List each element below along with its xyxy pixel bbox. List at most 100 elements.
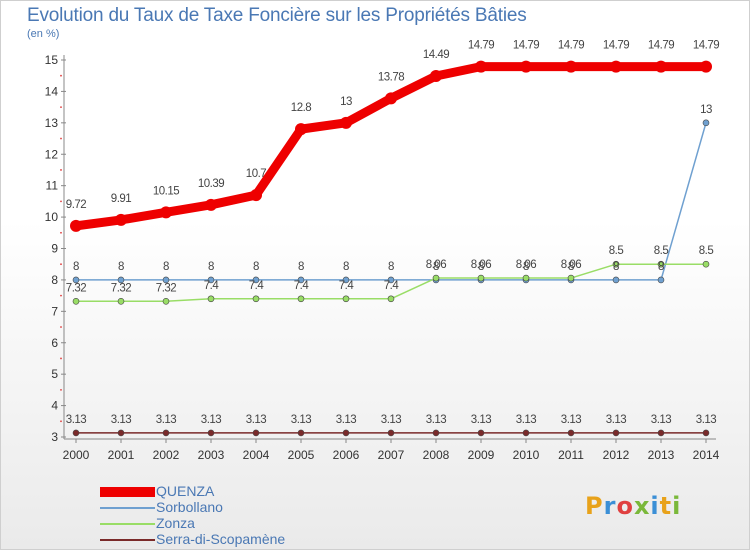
data-label: 8.06 bbox=[561, 259, 581, 271]
data-point bbox=[432, 274, 440, 282]
data-label: 7.32 bbox=[66, 282, 86, 294]
series-line-0 bbox=[71, 62, 711, 231]
chart-title: Evolution du Taux de Taxe Foncière sur l… bbox=[27, 5, 527, 26]
y-minor-tick bbox=[60, 357, 62, 360]
x-tick-label: 2013 bbox=[648, 448, 675, 462]
data-point bbox=[342, 295, 350, 303]
data-point bbox=[297, 429, 305, 437]
data-label: 8 bbox=[343, 261, 349, 273]
legend-label: Zonza bbox=[156, 515, 195, 531]
data-label: 14.79 bbox=[468, 40, 494, 52]
data-point bbox=[297, 276, 305, 284]
data-label: 3.13 bbox=[336, 414, 356, 426]
data-point bbox=[477, 429, 485, 437]
y-tick-label: 7 bbox=[51, 304, 58, 318]
data-label: 7.4 bbox=[339, 280, 355, 292]
x-tick-label: 2012 bbox=[603, 448, 630, 462]
data-label: 14.79 bbox=[648, 40, 674, 52]
data-point bbox=[612, 429, 620, 437]
legend-label: Serra-di-Scopamène bbox=[156, 531, 286, 547]
data-point bbox=[162, 429, 170, 437]
y-minor-tick bbox=[60, 106, 62, 109]
data-point bbox=[117, 276, 125, 284]
y-tick-label: 9 bbox=[51, 242, 58, 256]
data-label: 14.79 bbox=[693, 40, 719, 52]
data-label: 8 bbox=[478, 261, 484, 273]
data-label: 7.4 bbox=[294, 280, 310, 292]
data-point bbox=[702, 260, 710, 268]
data-point bbox=[387, 429, 395, 437]
data-point bbox=[160, 206, 172, 219]
x-tick-label: 2001 bbox=[108, 448, 135, 462]
data-point bbox=[72, 297, 80, 305]
x-tick-label: 2008 bbox=[423, 448, 450, 462]
y-tick-label: 12 bbox=[45, 147, 59, 161]
data-label: 8 bbox=[523, 261, 529, 273]
y-tick-label: 3 bbox=[51, 430, 58, 444]
data-label: 3.13 bbox=[651, 414, 671, 426]
data-point bbox=[252, 429, 260, 437]
data-point bbox=[520, 60, 532, 73]
data-point bbox=[250, 189, 262, 202]
data-point bbox=[565, 60, 577, 73]
data-label: 10.39 bbox=[198, 178, 224, 190]
data-label: 3.13 bbox=[381, 414, 401, 426]
data-point bbox=[477, 274, 485, 282]
logo-letter: x bbox=[633, 492, 651, 520]
data-point bbox=[115, 213, 127, 226]
x-tick-label: 2009 bbox=[468, 448, 495, 462]
data-point bbox=[117, 429, 125, 437]
data-point bbox=[702, 119, 710, 127]
y-minor-tick bbox=[60, 231, 62, 234]
data-point bbox=[612, 260, 620, 268]
data-point bbox=[162, 297, 170, 305]
data-point bbox=[567, 429, 575, 437]
legend-label: Sorbollano bbox=[156, 499, 223, 515]
legend-swatch bbox=[100, 487, 155, 497]
x-tick-label: 2010 bbox=[513, 448, 540, 462]
data-label: 8 bbox=[613, 261, 619, 273]
data-point bbox=[700, 60, 712, 73]
data-label: 7.4 bbox=[384, 280, 400, 292]
data-point bbox=[432, 429, 440, 437]
y-tick-label: 5 bbox=[51, 367, 58, 381]
data-label: 8.5 bbox=[654, 245, 669, 257]
y-minor-tick bbox=[60, 326, 62, 328]
data-point bbox=[342, 429, 350, 437]
data-label: 8 bbox=[118, 261, 124, 273]
data-label: 8 bbox=[73, 261, 79, 273]
y-tick-label: 8 bbox=[51, 273, 58, 287]
data-label: 3.13 bbox=[246, 414, 266, 426]
data-label: 3.13 bbox=[291, 414, 311, 426]
data-point bbox=[657, 429, 665, 437]
legend-swatch bbox=[100, 507, 155, 509]
data-label: 13 bbox=[700, 104, 712, 116]
x-tick-label: 2006 bbox=[333, 448, 360, 462]
data-point bbox=[252, 295, 260, 303]
y-axis-unit: (en %) bbox=[27, 28, 60, 40]
data-point bbox=[387, 276, 395, 284]
data-label: 8 bbox=[388, 261, 394, 273]
data-point bbox=[657, 260, 665, 268]
data-label: 14.79 bbox=[513, 40, 539, 52]
data-point bbox=[430, 70, 442, 83]
x-tick-label: 2003 bbox=[198, 448, 225, 462]
data-label: 7.4 bbox=[204, 280, 220, 292]
x-tick-label: 2000 bbox=[63, 448, 90, 462]
data-point bbox=[162, 276, 170, 284]
data-point bbox=[522, 429, 530, 437]
data-point bbox=[387, 295, 395, 303]
data-label: 8 bbox=[208, 261, 214, 273]
y-tick-label: 6 bbox=[51, 336, 58, 350]
data-label: 10.7 bbox=[246, 168, 266, 180]
data-point bbox=[295, 123, 307, 136]
data-label: 8 bbox=[568, 261, 574, 273]
data-label: 13.78 bbox=[378, 71, 404, 83]
data-label: 8 bbox=[253, 261, 259, 273]
legend-swatch bbox=[100, 539, 155, 541]
logo-letter: i bbox=[650, 492, 660, 520]
data-point bbox=[70, 219, 82, 232]
y-minor-tick bbox=[60, 200, 62, 203]
data-point bbox=[612, 276, 620, 284]
